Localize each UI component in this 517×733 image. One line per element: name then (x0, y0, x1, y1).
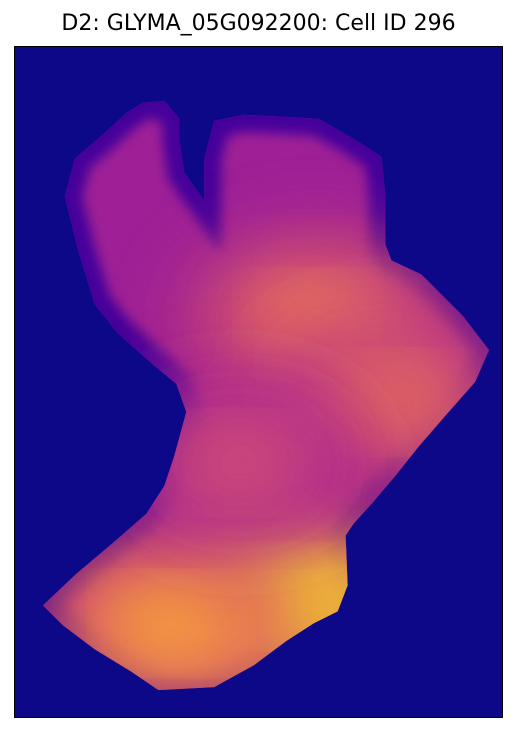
heatmap (15, 47, 502, 717)
chart-title: D2: GLYMA_05G092200: Cell ID 296 (61, 11, 456, 36)
hotspot-4-layer-2 (196, 434, 282, 490)
heatmap-plot-area (14, 46, 503, 718)
hotspot-1-layer-2 (128, 595, 214, 651)
hotspot-3-layer-2 (347, 374, 433, 430)
